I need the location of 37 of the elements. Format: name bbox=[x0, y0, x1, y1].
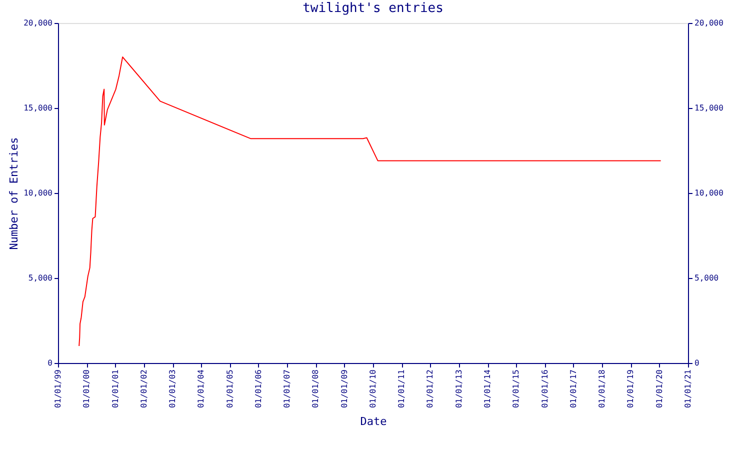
x-tick-label: 01/01/16 bbox=[540, 369, 550, 408]
x-tick-label: 01/01/15 bbox=[512, 369, 521, 408]
x-tick-label: 01/01/18 bbox=[598, 369, 607, 408]
x-tick-label: 01/01/20 bbox=[654, 369, 664, 408]
y2-tick-label: 10,000 bbox=[694, 188, 724, 198]
x-tick-label: 01/01/04 bbox=[196, 369, 206, 408]
chart-title: twilight's entries bbox=[302, 1, 444, 16]
x-tick-label: 01/01/10 bbox=[368, 369, 378, 408]
y2-tick-label: 0 bbox=[694, 358, 700, 368]
x-axis-title: Date bbox=[360, 415, 387, 428]
x-tick-label: 01/01/19 bbox=[626, 369, 636, 408]
y2-tick-label: 20,000 bbox=[694, 18, 724, 28]
y-tick-label: 5,000 bbox=[28, 274, 53, 282]
x-tick-label: 01/01/09 bbox=[340, 369, 349, 408]
x-tick-label: 01/01/11 bbox=[397, 369, 406, 408]
y-axis-title: Number of Entries bbox=[8, 137, 21, 250]
x-tick-label: 01/01/00 bbox=[82, 369, 92, 408]
x-tick-label: 01/01/12 bbox=[426, 369, 435, 408]
x-tick-label: 01/01/17 bbox=[568, 369, 578, 408]
x-tick-label: 01/01/02 bbox=[139, 369, 148, 408]
y-tick-label: 15,000 bbox=[24, 104, 53, 112]
x-tick-label: 01/01/01 bbox=[110, 369, 120, 408]
y-tick-label: 20,000 bbox=[24, 18, 53, 28]
x-tick-label: 01/01/14 bbox=[483, 369, 492, 408]
x-tick-label: 01/01/06 bbox=[254, 369, 263, 408]
x-tick-label: 01/01/08 bbox=[311, 369, 320, 408]
line-series bbox=[78, 56, 662, 346]
x-tick-label: 01/01/05 bbox=[225, 369, 234, 408]
x-tick-label: 01/01/07 bbox=[282, 369, 292, 408]
y2-tick-label: 5,000 bbox=[694, 274, 719, 282]
x-tick-label: 01/01/99 bbox=[54, 369, 62, 408]
x-tick-label: 01/01/03 bbox=[168, 369, 178, 408]
y2-tick-label: 15,000 bbox=[694, 104, 724, 112]
x-tick-label: 01/01/21 bbox=[684, 369, 692, 408]
x-tick-label: 01/01/13 bbox=[454, 369, 464, 408]
y-tick-label: 10,000 bbox=[24, 188, 53, 198]
y-tick-label: 0 bbox=[48, 358, 53, 368]
